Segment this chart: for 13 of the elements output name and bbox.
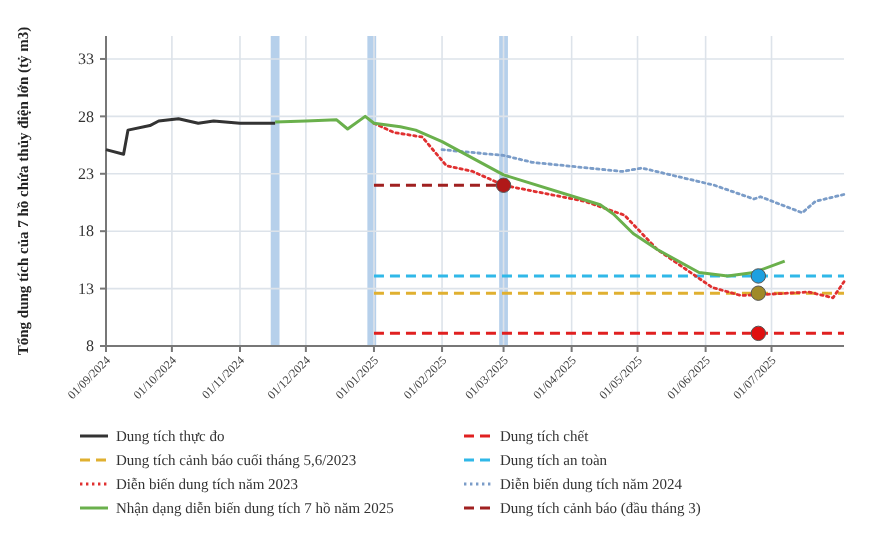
line-series bbox=[372, 121, 846, 300]
point bbox=[750, 325, 767, 342]
y-tick-label: 13 bbox=[78, 279, 94, 298]
line-series bbox=[104, 117, 277, 156]
y-tick-label: 28 bbox=[78, 107, 94, 126]
y-tick-label: 33 bbox=[78, 50, 94, 69]
y-tick-label: 18 bbox=[78, 222, 94, 241]
point bbox=[750, 268, 767, 284]
line-series bbox=[440, 148, 846, 215]
y-tick-label: 8 bbox=[86, 337, 94, 356]
y-tick-label: 23 bbox=[78, 165, 94, 184]
point bbox=[495, 177, 512, 193]
point bbox=[750, 285, 767, 301]
